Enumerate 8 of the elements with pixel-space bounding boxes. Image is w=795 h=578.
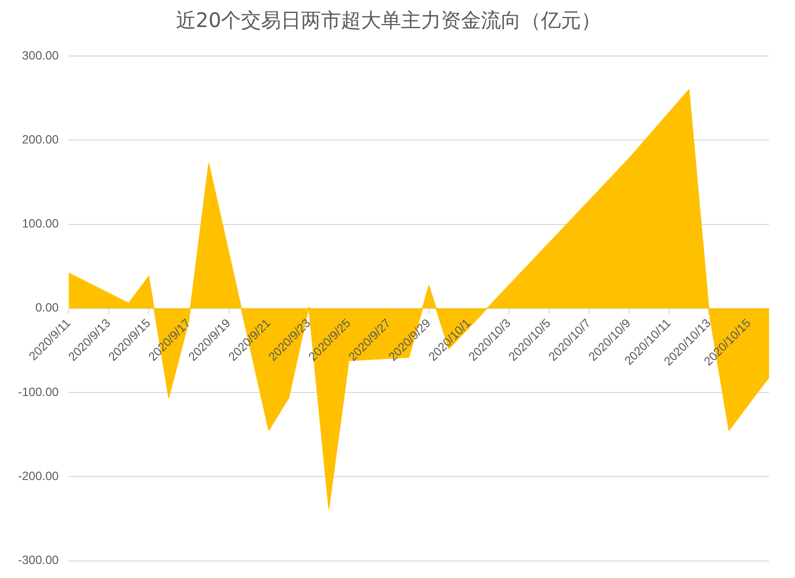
y-tick-label: 300.00 (22, 48, 60, 62)
y-tick-label: 100.00 (22, 216, 60, 231)
y-tick-label: 0.00 (35, 300, 60, 315)
chart-title: 近20个交易日两市超大单主力资金流向（亿元） (176, 8, 602, 32)
y-tick-label: -300.00 (18, 553, 60, 568)
y-tick-label: -200.00 (18, 468, 60, 483)
y-tick-label: 200.00 (22, 132, 60, 146)
y-tick-label: -100.00 (18, 384, 60, 399)
